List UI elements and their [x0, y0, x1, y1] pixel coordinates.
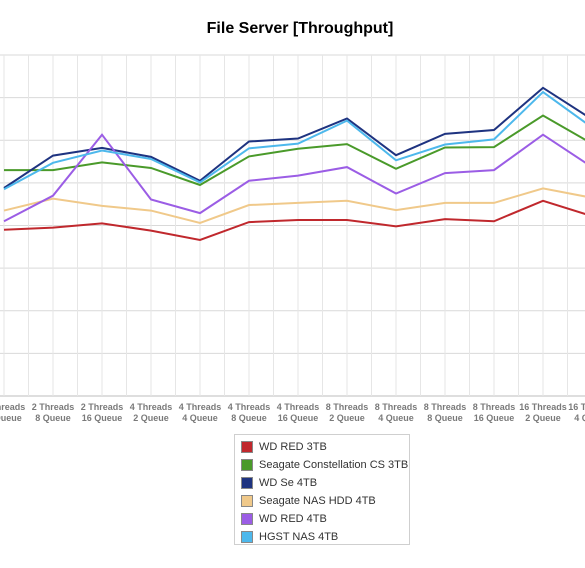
x-tick-label: 8 Threads 4 Queue: [375, 402, 418, 423]
legend-item[interactable]: WD Se 4TB: [241, 474, 409, 492]
legend-label: WD RED 3TB: [259, 441, 327, 453]
series-line-6: [3, 90, 585, 191]
series-layer: [3, 86, 585, 242]
grid-layer: [0, 54, 585, 397]
x-tick-label: 8 Threads 8 Queue: [424, 402, 467, 423]
x-tick-label: 2 Threads 16 Queue: [81, 402, 124, 423]
x-tick-label: 4 Threads 4 Queue: [179, 402, 222, 423]
legend-item[interactable]: WD RED 4TB: [241, 510, 409, 528]
x-tick-label: 2 Threads 8 Queue: [32, 402, 75, 423]
x-tick-label: 4 Threads 16 Queue: [277, 402, 320, 423]
chart-title: File Server [Throughput]: [206, 20, 394, 37]
legend-swatch: [241, 531, 253, 543]
legend-label: HGST NAS 4TB: [259, 531, 339, 543]
x-tick-label: 8 Threads 2 Queue: [326, 402, 369, 423]
legend-label: Seagate Constellation CS 3TB: [259, 459, 409, 471]
series-line-4: [3, 187, 585, 224]
legend-label: WD Se 4TB: [259, 477, 318, 489]
series-line-2: [4, 114, 585, 187]
legend-swatch: [241, 513, 253, 525]
x-tick-label: 4 Threads 2 Queue: [130, 402, 173, 423]
legend: WD RED 3TB Seagate Constellation CS 3TB WD…: [234, 434, 410, 545]
legend-item[interactable]: WD RED 3TB: [241, 438, 409, 456]
legend-item[interactable]: Seagate NAS HDD 4TB: [241, 492, 409, 510]
legend-item[interactable]: HGST NAS 4TB: [241, 528, 409, 546]
series-line-3: [3, 86, 585, 189]
legend-label: WD RED 4TB: [259, 513, 327, 525]
legend-swatch: [241, 459, 253, 471]
legend-swatch: [241, 477, 253, 489]
legend-label: Seagate NAS HDD 4TB: [259, 495, 376, 507]
legend-swatch: [241, 441, 253, 453]
legend-swatch: [241, 495, 253, 507]
x-tick-label: 8 Threads 16 Queue: [473, 402, 516, 423]
series-line-1: [3, 199, 585, 242]
x-tick-label: 4 Threads 8 Queue: [228, 402, 271, 423]
series-line-5: [3, 133, 585, 223]
x-tick-label: 16 Threads 2 Queue: [519, 402, 567, 423]
legend-item[interactable]: Seagate Constellation CS 3TB: [241, 456, 409, 474]
